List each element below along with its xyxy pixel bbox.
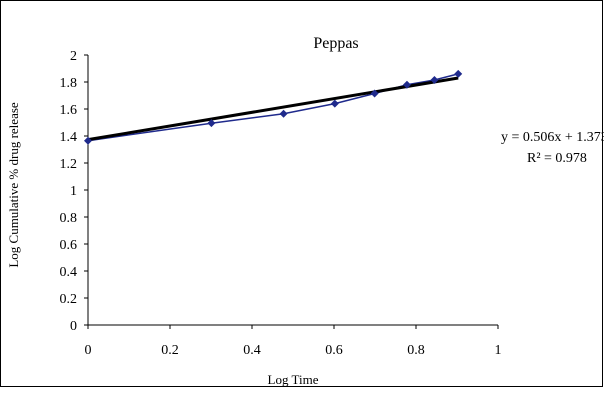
data-point bbox=[430, 75, 439, 84]
x-tick-label: 0 bbox=[85, 343, 92, 358]
y-tick-label: 0.8 bbox=[60, 211, 78, 226]
y-axis-label: Log Cumulative % drug release bbox=[6, 102, 21, 268]
data-point bbox=[207, 119, 216, 128]
y-tick-label: 1.6 bbox=[60, 103, 78, 118]
y-tick-label: 0.6 bbox=[60, 238, 78, 253]
marker-layer bbox=[84, 69, 463, 145]
y-tick-label: 1.4 bbox=[60, 130, 78, 145]
y-tick-label: 0.2 bbox=[60, 292, 78, 307]
y-tick-label: 1 bbox=[70, 184, 77, 199]
r-squared-label: R² = 0.978 bbox=[527, 151, 587, 166]
data-point bbox=[84, 136, 92, 145]
x-tick-label: 0.8 bbox=[407, 343, 425, 358]
x-axis-ticks: 0 0.2 0.4 0.6 0.8 1 bbox=[85, 325, 502, 358]
data-point bbox=[330, 99, 339, 108]
y-tick-label: 0.4 bbox=[60, 265, 78, 280]
trendline-equation: y = 0.506x + 1.373 bbox=[501, 130, 604, 145]
data-point bbox=[402, 80, 411, 89]
x-tick-label: 0.6 bbox=[325, 343, 343, 358]
data-point bbox=[279, 109, 288, 118]
data-point bbox=[454, 69, 463, 78]
series-layer bbox=[87, 73, 459, 142]
y-tick-label: 1.2 bbox=[60, 157, 78, 172]
y-tick-label: 0 bbox=[70, 319, 77, 334]
x-tick-label: 0.2 bbox=[161, 343, 179, 358]
linear-trendline bbox=[87, 76, 459, 142]
chart-title: Peppas bbox=[313, 35, 358, 52]
y-tick-label: 1.8 bbox=[60, 76, 78, 91]
x-tick-label: 0.4 bbox=[243, 343, 261, 358]
y-axis-ticks: 0 0.2 0.4 0.6 0.8 1 1.2 1.4 1.6 1.8 2 bbox=[60, 49, 88, 334]
x-tick-label: 1 bbox=[495, 343, 502, 358]
y-tick-label: 2 bbox=[70, 49, 77, 64]
series-line bbox=[87, 73, 459, 142]
x-axis-label: Log Time bbox=[268, 372, 319, 387]
data-point bbox=[370, 89, 379, 98]
trendline-layer bbox=[87, 76, 459, 142]
